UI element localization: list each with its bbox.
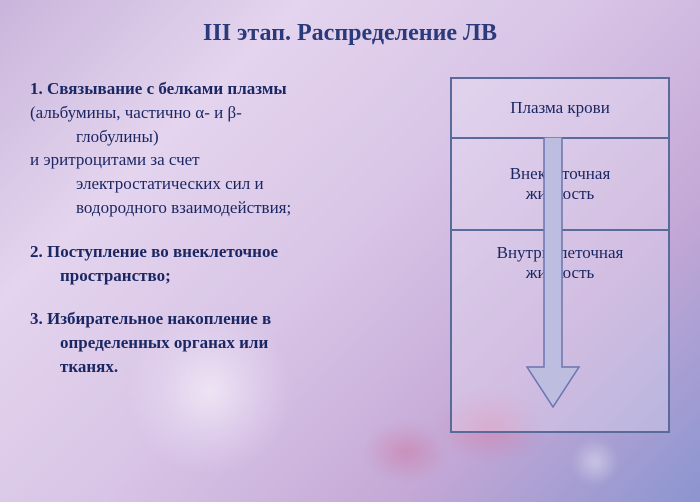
list-item-1-head: 1. Связывание с белками плазмы bbox=[30, 77, 430, 101]
diagram-row-2: Внеклеточная жидкость bbox=[452, 139, 668, 231]
diagram-row-3: Внутриклеточная жидкость bbox=[452, 231, 668, 431]
list-item-1-sub1b: глобулины) bbox=[76, 125, 430, 149]
list-item-1-sub1: (альбумины, частично α- и β- bbox=[30, 101, 430, 125]
list-item-3c: тканях. bbox=[60, 355, 430, 379]
list-item-2b: пространство; bbox=[60, 264, 430, 288]
list-item-1-sub2c: водородного взаимодействия; bbox=[76, 196, 430, 220]
diagram-label-3a: Внутриклеточная bbox=[497, 243, 624, 263]
list-item-1-sub2: и эритроцитами за счет bbox=[30, 148, 430, 172]
slide-title: III этап. Распределение ЛВ bbox=[30, 20, 670, 47]
flow-diagram: Плазма крови Внеклеточная жидкость Внутр… bbox=[450, 77, 670, 433]
content-row: 1. Связывание с белками плазмы (альбумин… bbox=[30, 77, 670, 433]
diagram-label-2a: Внеклеточная bbox=[510, 164, 611, 184]
diagram-row-1: Плазма крови bbox=[452, 79, 668, 139]
slide: III этап. Распределение ЛВ 1. Связывание… bbox=[0, 0, 700, 502]
list-item-3: 3. Избирательное накопление в bbox=[30, 307, 430, 331]
diagram-label-3b: жидкость bbox=[526, 263, 595, 283]
diagram-label-1: Плазма крови bbox=[510, 98, 610, 118]
diagram-label-2b: жидкость bbox=[526, 184, 595, 204]
diagram-container: Плазма крови Внеклеточная жидкость Внутр… bbox=[450, 77, 670, 433]
text-list: 1. Связывание с белками плазмы (альбумин… bbox=[30, 77, 430, 433]
list-item-3b: определенных органах или bbox=[60, 331, 430, 355]
list-item-1-sub2b: электростатических сил и bbox=[76, 172, 430, 196]
list-item-2: 2. Поступление во внеклеточное bbox=[30, 240, 430, 264]
